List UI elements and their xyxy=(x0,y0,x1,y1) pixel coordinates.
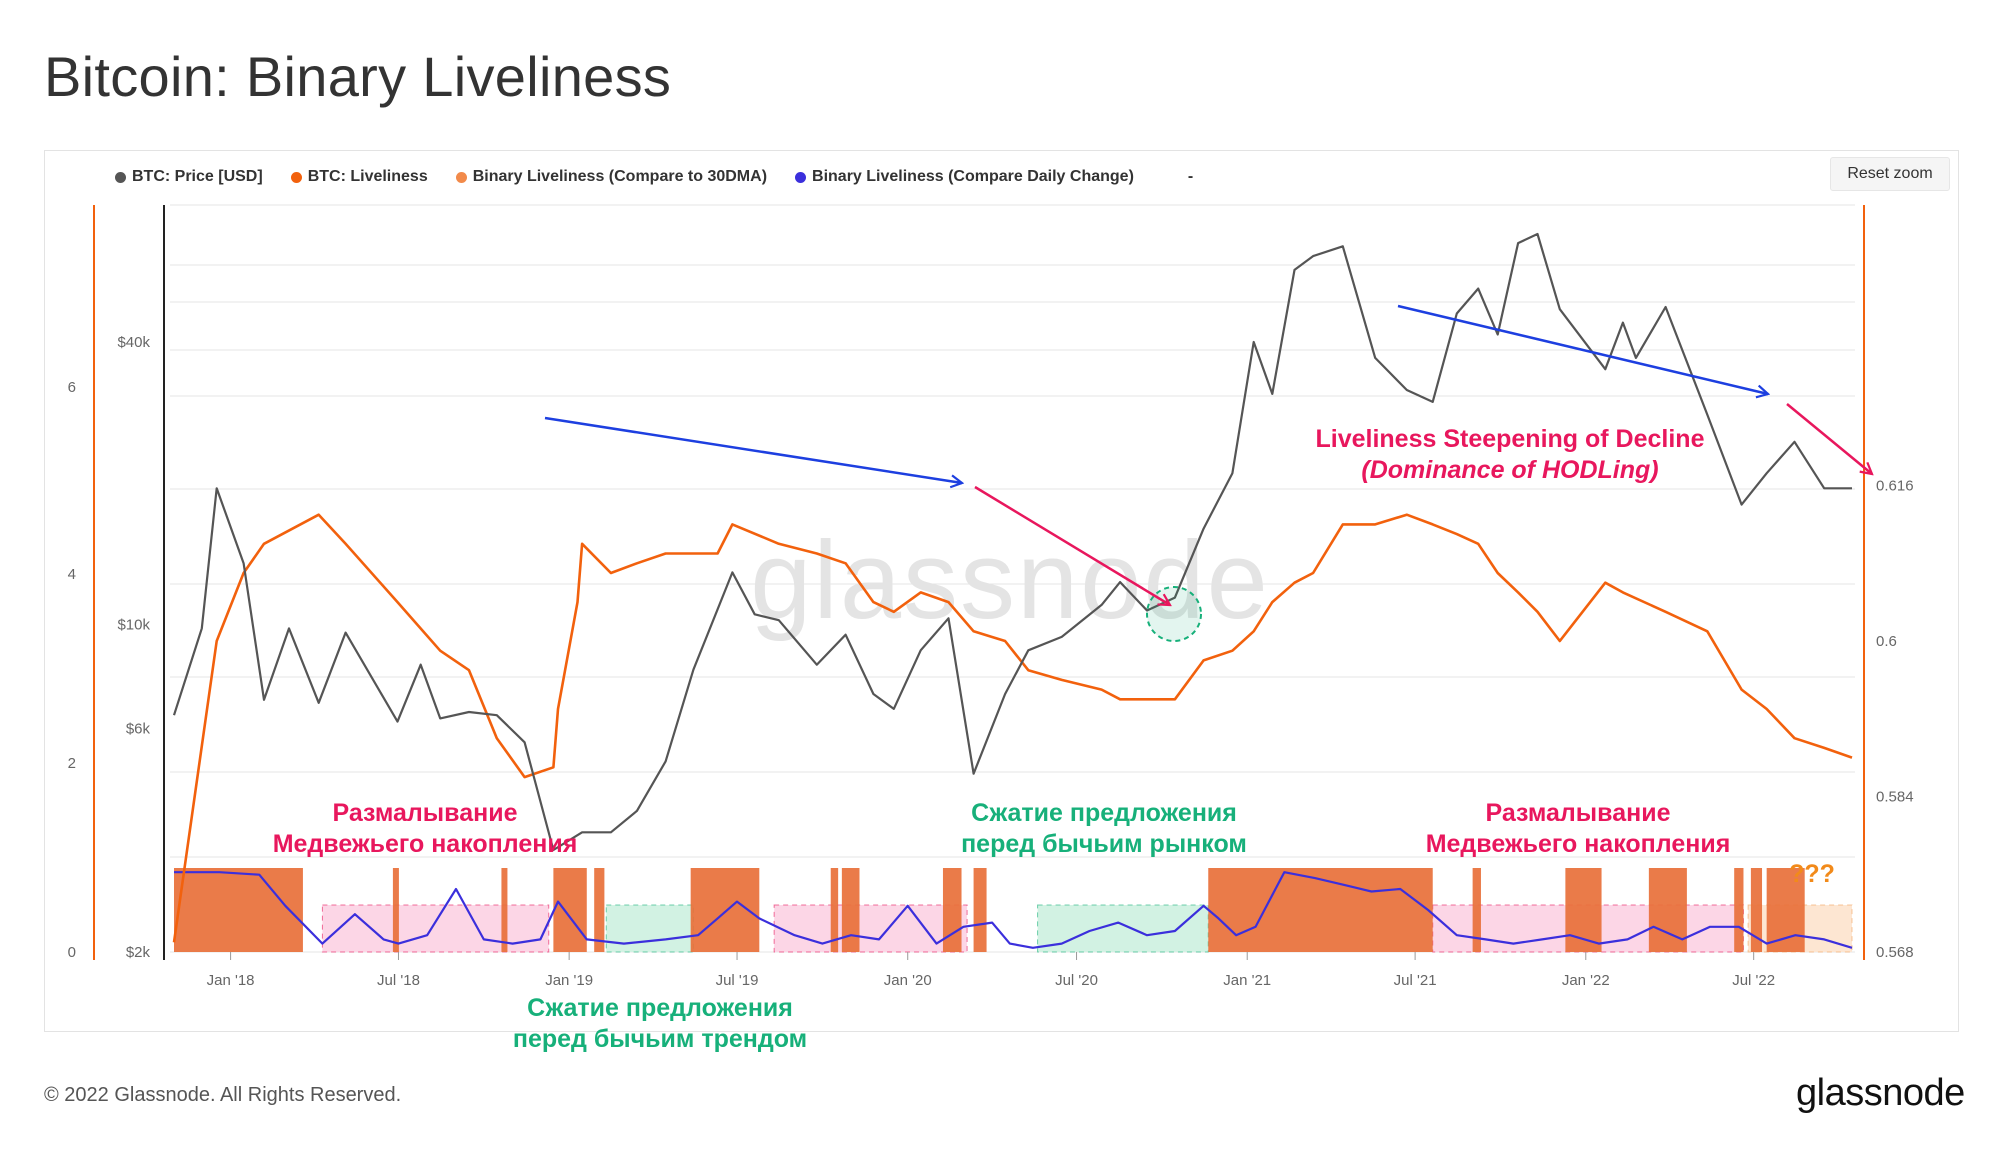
binary-30dma-bar xyxy=(830,868,839,952)
annotation-bear-grind-1b: Медвежьего накопления xyxy=(273,830,578,858)
binary-30dma-bar xyxy=(594,868,605,952)
x-tick-label: Jan '19 xyxy=(545,972,593,989)
legend-dot-icon xyxy=(795,171,807,183)
region-supply-squeeze xyxy=(605,904,694,953)
region-bear-grind xyxy=(321,904,550,953)
right-tick-label: 0.568 xyxy=(1876,944,1914,961)
annotation-unknown: ??? xyxy=(1789,860,1835,888)
legend-item-binary-30dma[interactable]: Binary Liveliness (Compare to 30DMA) xyxy=(455,168,768,186)
legend-label: Binary Liveliness (Compare to 30DMA) xyxy=(472,168,768,185)
annotation-steepening: Liveliness Steepening of Decline xyxy=(1315,425,1704,453)
annotation-hodling: (Dominance of HODLing) xyxy=(1361,456,1658,484)
left-tick-label: 2 xyxy=(68,755,76,772)
price-tick-label: $2k xyxy=(126,944,151,961)
binary-30dma-bar xyxy=(841,868,860,952)
x-tick-label: Jan '22 xyxy=(1562,972,1610,989)
legend-label: - xyxy=(1187,168,1194,185)
left-tick-label: 4 xyxy=(68,566,76,583)
x-tick-label: Jul '19 xyxy=(716,972,759,989)
legend-item-price[interactable]: BTC: Price [USD] xyxy=(115,168,263,186)
right-tick-label: 0.584 xyxy=(1876,789,1914,806)
copyright: © 2022 Glassnode. All Rights Reserved. xyxy=(44,1084,402,1106)
x-axis-ticks: Jan '18 Jul '18 Jan '19 Jul '19 Jan '20 Jul '… xyxy=(207,952,1775,989)
legend-dot-icon xyxy=(290,171,302,183)
trend-arrow-blue-1 xyxy=(544,416,962,483)
series-binary-daily xyxy=(174,871,1853,949)
binary-30dma-bar xyxy=(1750,868,1763,952)
legend-label: BTC: Price [USD] xyxy=(132,168,263,185)
legend-dot-icon xyxy=(455,171,467,183)
region-supply-squeeze xyxy=(1037,904,1209,953)
x-tick-label: Jul '18 xyxy=(377,972,420,989)
price-axis-ticks: $2k $6k $10k $40k xyxy=(117,334,150,961)
page-title: Bitcoin: Binary Liveliness xyxy=(44,45,672,108)
annotation-bear-grind-2a: Размалывание xyxy=(1486,799,1671,827)
binary-30dma-bar xyxy=(174,868,303,952)
binary-30dma-bar xyxy=(553,868,587,952)
annotation-squeeze-2b: перед бычьим рынком xyxy=(961,830,1247,858)
series xyxy=(172,232,1853,949)
annotation-squeeze-2a: Сжатие предложения xyxy=(971,799,1237,827)
series-price xyxy=(172,232,1852,852)
left-axis-ticks: 0 2 4 6 xyxy=(68,379,76,961)
x-tick-label: Jul '21 xyxy=(1394,972,1437,989)
x-tick-label: Jan '20 xyxy=(884,972,932,989)
legend-dot-icon xyxy=(115,171,126,183)
annotation-squeeze-1a: Сжатие предложения xyxy=(527,994,793,1022)
price-tick-label: $10k xyxy=(117,616,150,633)
x-tick-label: Jul '20 xyxy=(1055,972,1098,989)
brand-logo: glassnode xyxy=(1796,1072,1965,1114)
annotation-squeeze-1b: перед бычьим трендом xyxy=(513,1025,807,1053)
binary-30dma-bar xyxy=(1208,868,1433,952)
regions xyxy=(321,904,1853,953)
price-tick-label: $40k xyxy=(117,334,150,351)
legend-label: BTC: Liveliness xyxy=(307,168,428,185)
binary-bars xyxy=(174,868,1805,952)
binary-30dma-bar xyxy=(392,868,399,952)
region-bear-grind xyxy=(773,904,968,953)
left-tick-label: 6 xyxy=(68,379,76,396)
binary-30dma-bar xyxy=(1734,868,1744,952)
binary-30dma-bar xyxy=(501,868,508,952)
trend-arrow-blue-2 xyxy=(1397,304,1768,394)
left-tick-label: 0 xyxy=(68,944,76,961)
annotation-bear-grind-1a: Размалывание xyxy=(333,799,518,827)
chart-frame xyxy=(44,150,1959,1032)
binary-30dma-bar xyxy=(1472,868,1481,952)
series-liveliness xyxy=(172,513,1853,943)
legend-item-binary-daily[interactable]: Binary Liveliness (Compare Daily Change) xyxy=(795,168,1134,186)
trend-arrow-pink-2 xyxy=(1786,403,1872,474)
binary-30dma-bar xyxy=(942,868,962,952)
price-tick-label: $6k xyxy=(126,720,151,737)
x-tick-label: Jul '22 xyxy=(1732,972,1775,989)
x-tick-label: Jan '18 xyxy=(207,972,255,989)
annotation-bear-grind-2b: Медвежьего накопления xyxy=(1426,830,1731,858)
right-tick-label: 0.6 xyxy=(1876,633,1897,650)
right-axis-ticks: 0.568 0.584 0.6 0.616 xyxy=(1876,478,1914,962)
binary-30dma-bar xyxy=(973,868,987,952)
legend-label: Binary Liveliness (Compare Daily Change) xyxy=(812,168,1134,185)
legend: BTC: Price [USD] BTC: Liveliness Binary … xyxy=(115,168,1193,186)
legend-item-extra[interactable]: - xyxy=(1188,168,1193,186)
gridlines xyxy=(170,204,1855,953)
right-tick-label: 0.616 xyxy=(1876,478,1914,495)
reset-zoom-button[interactable]: Reset zoom xyxy=(1830,157,1950,191)
x-tick-label: Jan '21 xyxy=(1223,972,1271,989)
trend-arrow-pink-1 xyxy=(974,485,1170,605)
legend-item-liveliness[interactable]: BTC: Liveliness xyxy=(290,168,428,186)
